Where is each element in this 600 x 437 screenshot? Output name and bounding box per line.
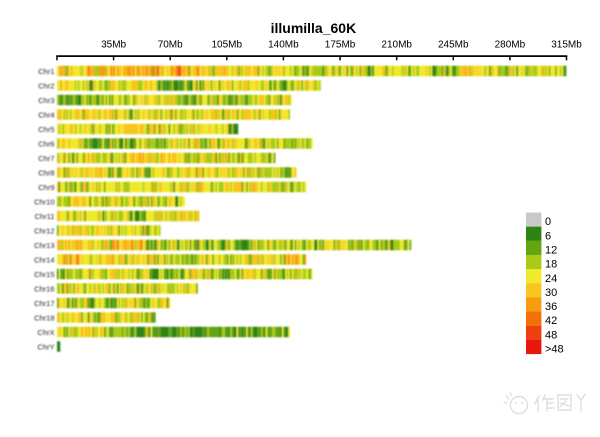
svg-text:18: 18 — [545, 259, 557, 271]
svg-text:Chr14: Chr14 — [34, 255, 54, 264]
svg-text:12: 12 — [545, 245, 557, 257]
svg-text:70Mb: 70Mb — [158, 39, 183, 50]
svg-text:Chr3: Chr3 — [38, 96, 54, 105]
svg-text:Chr9: Chr9 — [38, 183, 54, 192]
svg-text:Chr4: Chr4 — [38, 110, 54, 119]
svg-text:Chr8: Chr8 — [38, 168, 54, 177]
svg-text:illumilla_60K: illumilla_60K — [271, 20, 357, 36]
svg-text:Chr16: Chr16 — [34, 284, 54, 293]
svg-text:Chr10: Chr10 — [34, 197, 54, 206]
svg-text:105Mb: 105Mb — [212, 39, 243, 50]
svg-text:42: 42 — [545, 315, 557, 327]
svg-text:6: 6 — [545, 230, 551, 242]
svg-text:Chr2: Chr2 — [38, 81, 54, 90]
svg-text:Chr18: Chr18 — [34, 313, 54, 322]
svg-text:Chr11: Chr11 — [35, 212, 55, 221]
svg-text:24: 24 — [545, 273, 557, 285]
svg-text:Chr17: Chr17 — [34, 299, 54, 308]
svg-text:210Mb: 210Mb — [381, 39, 412, 50]
svg-text:Chr12: Chr12 — [34, 226, 54, 235]
svg-text:>48: >48 — [545, 344, 564, 356]
svg-text:Chr6: Chr6 — [38, 139, 54, 148]
svg-text:Chr15: Chr15 — [34, 270, 54, 279]
svg-text:48: 48 — [545, 329, 557, 341]
svg-text:ChrX: ChrX — [37, 328, 54, 337]
svg-text:Chr1: Chr1 — [38, 67, 54, 76]
svg-text:0: 0 — [545, 216, 551, 228]
svg-text:Chr7: Chr7 — [38, 154, 54, 163]
svg-text:315Mb: 315Mb — [551, 39, 582, 50]
svg-text:30: 30 — [545, 287, 557, 299]
svg-text:280Mb: 280Mb — [495, 39, 526, 50]
svg-text:36: 36 — [545, 301, 557, 313]
svg-text:35Mb: 35Mb — [101, 39, 126, 50]
svg-text:Chr13: Chr13 — [34, 241, 54, 250]
svg-text:140Mb: 140Mb — [268, 39, 299, 50]
svg-text:175Mb: 175Mb — [325, 39, 356, 50]
svg-text:245Mb: 245Mb — [438, 39, 469, 50]
svg-text:Chr5: Chr5 — [38, 125, 54, 134]
svg-text:ChrY: ChrY — [37, 342, 54, 351]
